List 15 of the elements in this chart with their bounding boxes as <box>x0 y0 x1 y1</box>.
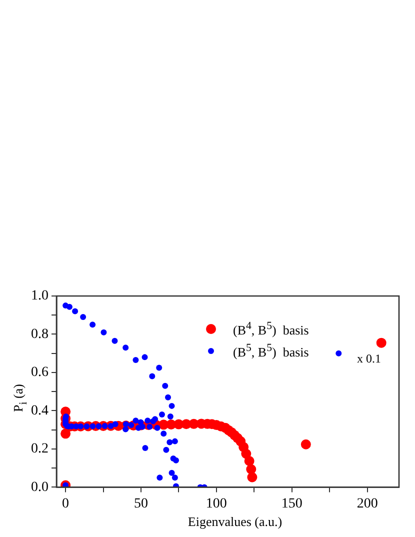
y-tick-label: 0.2 <box>31 442 48 457</box>
x-tick-label: 150 <box>281 496 302 512</box>
x-tick-label: 0 <box>62 496 70 512</box>
y-tick-label: 1.0 <box>31 288 48 304</box>
y-tick-label: 0.4 <box>31 403 48 418</box>
annotation: x 0.1 <box>357 351 381 366</box>
y-tick-label: 0.6 <box>31 365 48 380</box>
legend-label: (B$^{4}$, B$^{5}$) basis <box>233 320 309 338</box>
x-axis-title: Eigenvalues (a.u.) <box>188 514 282 530</box>
y-tick-label: 0.0 <box>31 480 48 495</box>
legend-label: (B$^{5}$, B$^{5}$) basis <box>233 342 309 360</box>
x-tick-label: 50 <box>134 496 148 512</box>
y-tick-label: 0.8 <box>31 326 48 342</box>
x-tick-label: 100 <box>206 496 227 512</box>
x-tick-label: 200 <box>356 496 378 512</box>
